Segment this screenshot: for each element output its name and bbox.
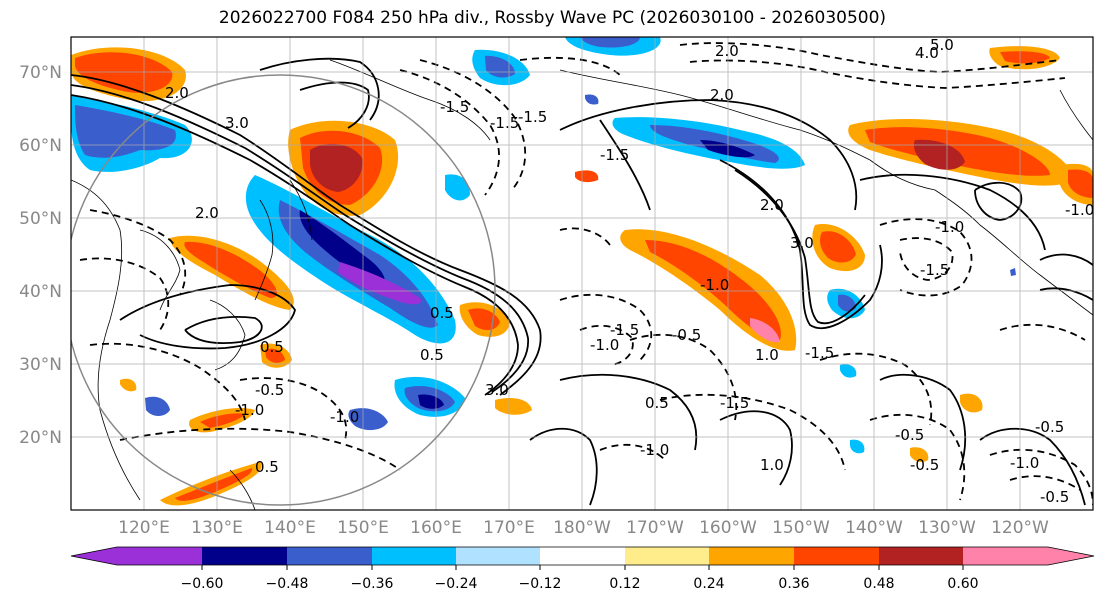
contour-label: -1.0	[235, 401, 264, 419]
lon-label-160w: 160°W	[699, 518, 757, 538]
lon-label-150e: 150°E	[337, 518, 389, 538]
contour-label: 2.0	[710, 86, 734, 104]
contour-label: -1.5	[720, 394, 749, 412]
latitude-labels: 70°N 60°N 50°N 40°N 30°N 20°N	[19, 63, 62, 448]
contour-label: -1.5	[920, 261, 949, 279]
colorbar-segment	[1048, 547, 1094, 565]
lat-label-70n: 70°N	[19, 63, 62, 83]
colorbar-segment	[456, 547, 540, 565]
contour-label: -1.0	[640, 441, 669, 459]
contour-label: 2.0	[195, 204, 219, 222]
contour-label: 5.0	[930, 36, 954, 54]
positive-contours	[71, 57, 1093, 506]
contour-label: -1.0	[1010, 454, 1039, 472]
map-title: 2026022700 F084 250 hPa div., Rossby Wav…	[218, 8, 887, 28]
lat-label-60n: 60°N	[19, 136, 62, 156]
contour-label: -1.5	[610, 321, 639, 339]
contour-label: -0.5	[895, 426, 924, 444]
colorbar-tick: −0.12	[519, 576, 562, 592]
colorbar-segment	[879, 547, 963, 565]
contour-label: -1.0	[1065, 201, 1094, 219]
contour-label: -1.5	[805, 344, 834, 362]
lon-label-180w: 180°W	[553, 518, 611, 538]
lon-label-130e: 130°E	[191, 518, 243, 538]
colorbar-tick: −0.24	[435, 576, 478, 592]
lon-label-130w: 130°W	[918, 518, 976, 538]
colorbar-tick: −0.60	[181, 576, 224, 592]
contour-label: -0.5	[255, 381, 284, 399]
colorbar-tick: −0.48	[266, 576, 309, 592]
colorbar-tick: 0.12	[609, 576, 640, 592]
contour-label-group: 2.0 3.0 2.0 -1.5 -1.5 -1.5 2.0 4.0 5.0 2…	[165, 36, 1094, 506]
contour-label: -1.5	[600, 146, 629, 164]
colorbar-segment	[372, 547, 456, 565]
lat-label-50n: 50°N	[19, 209, 62, 229]
contour-label: -0.5	[672, 326, 701, 344]
contour-label: -1.5	[490, 114, 519, 132]
contour-label: -1.0	[700, 276, 729, 294]
colorbar-outline	[70, 546, 1095, 566]
contour-label: 4.0	[915, 44, 939, 62]
divergence-shading	[71, 37, 1093, 506]
contour-label: 1.0	[760, 456, 784, 474]
contour-label: -0.5	[1035, 418, 1064, 436]
contour-label: -1.0	[330, 408, 359, 426]
colorbar-segment	[625, 547, 709, 565]
colorbar-tick: 0.36	[778, 576, 809, 592]
contour-label: 2.0	[715, 42, 739, 60]
contour-label: -0.5	[910, 456, 939, 474]
colorbar-segment	[794, 547, 879, 565]
contour-label: -1.5	[518, 108, 547, 126]
lat-label-20n: 20°N	[19, 428, 62, 448]
colorbar: −0.60 −0.48 −0.36 −0.24 −0.12 0.12 0.24 …	[70, 546, 1095, 592]
contour-label: 0.5	[430, 304, 454, 322]
colorbar-segment	[540, 547, 625, 565]
colorbar-segment	[202, 547, 287, 565]
lat-label-40n: 40°N	[19, 282, 62, 302]
lon-label-140e: 140°E	[264, 518, 316, 538]
lon-label-140w: 140°W	[845, 518, 903, 538]
lat-label-30n: 30°N	[19, 355, 62, 375]
contour-label: -1.0	[590, 336, 619, 354]
contour-label: 3.0	[225, 114, 249, 132]
contour-label: 3.0	[485, 381, 509, 399]
contour-label: -1.0	[935, 218, 964, 236]
contour-label: -1.5	[440, 98, 469, 116]
contour-label: 0.5	[260, 338, 284, 356]
contour-label: 3.0	[790, 234, 814, 252]
colorbar-tick: 0.60	[947, 576, 978, 592]
map-frame	[70, 36, 1094, 511]
colorbar-tick: 0.24	[693, 576, 724, 592]
lon-label-170e: 170°E	[483, 518, 535, 538]
range-circle	[71, 74, 496, 506]
contour-label: 0.5	[255, 458, 279, 476]
colorbar-segment	[71, 547, 117, 565]
colorbar-segment	[287, 547, 372, 565]
longitude-labels: 120°E 130°E 140°E 150°E 160°E 170°E 180°…	[118, 518, 1049, 538]
colorbar-tick: −0.36	[351, 576, 394, 592]
contour-label: 1.0	[755, 346, 779, 364]
colorbar-segment	[117, 547, 202, 565]
colorbar-tick: 0.48	[863, 576, 894, 592]
lon-label-150w: 150°W	[772, 518, 830, 538]
graticule	[71, 37, 1093, 510]
lon-label-120w: 120°W	[991, 518, 1049, 538]
contour-label: 2.0	[760, 196, 784, 214]
lon-label-160e: 160°E	[410, 518, 462, 538]
contour-label: 2.0	[165, 84, 189, 102]
colorbar-segment	[963, 547, 1048, 565]
lon-label-170w: 170°W	[626, 518, 684, 538]
contour-label: -0.5	[1040, 488, 1069, 506]
contour-label: 0.5	[645, 394, 669, 412]
lon-label-120e: 120°E	[118, 518, 170, 538]
colorbar-segment	[709, 547, 794, 565]
contour-label: 0.5	[420, 346, 444, 364]
